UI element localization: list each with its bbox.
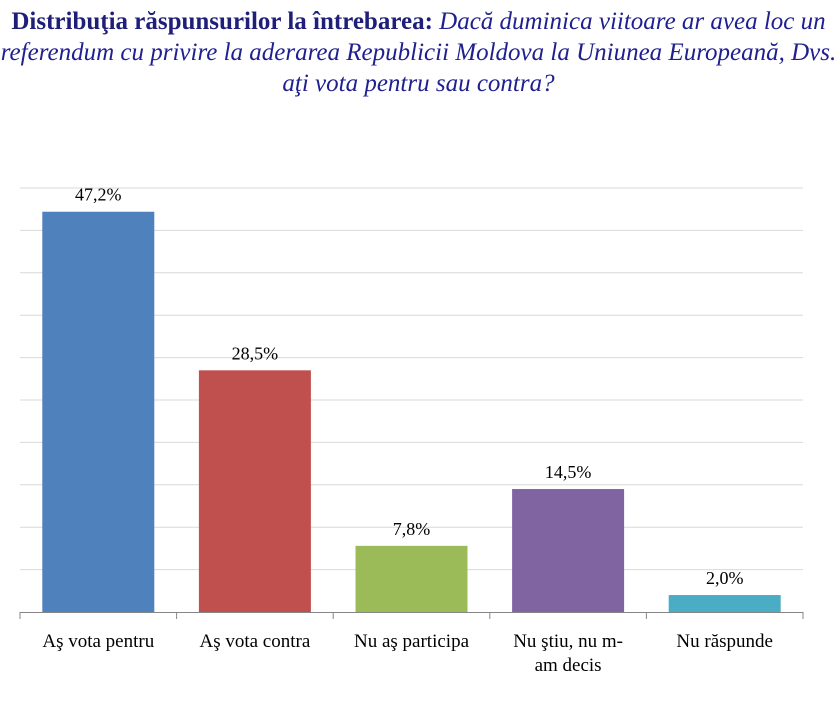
category-label: Aş vota contra (199, 631, 310, 652)
category-label: Aş vota pentru (42, 631, 154, 652)
data-label: 7,8% (393, 519, 431, 539)
data-label: 28,5% (232, 343, 279, 363)
chart-title: Distribuţia răspunsurilor la întrebarea:… (0, 6, 837, 99)
chart-title-question: Dacă duminica viitoare ar avea loc un re… (0, 8, 837, 97)
bar (668, 595, 781, 612)
category-label: Nu ştiu, nu m- (513, 631, 623, 652)
bar (42, 211, 155, 612)
data-label: 2,0% (706, 568, 744, 588)
data-label: 47,2% (75, 185, 122, 205)
bar (198, 370, 311, 612)
data-label: 14,5% (545, 462, 592, 482)
bar (512, 489, 625, 612)
bar (355, 545, 468, 612)
chart-title-bold: Distribuţia răspunsurilor la întrebarea: (11, 8, 433, 35)
category-label: am decis (535, 655, 602, 676)
category-label: Nu aş participa (354, 631, 470, 652)
category-label: Nu răspunde (676, 631, 773, 652)
